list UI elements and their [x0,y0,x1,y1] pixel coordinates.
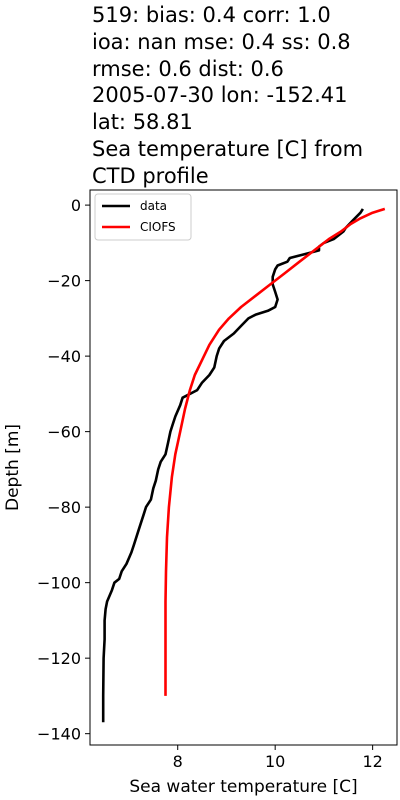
series-line-ciofs [164,207,386,696]
y-tick-label: −80 [47,498,81,517]
y-tick-label: −120 [37,649,81,668]
series-line-data [101,208,364,723]
legend: data CIOFS [94,193,192,241]
y-tick-label: 0 [71,196,81,215]
title-line: CTD profile [92,163,209,188]
chart-title: 519: bias: 0.4 corr: 1.0 ioa: nan mse: 0… [92,2,398,190]
y-tick-label: −60 [47,423,81,442]
y-axis-label: Depth [m] [3,424,23,511]
title-line: lat: 58.81 [92,110,193,135]
x-tick-label: 12 [362,752,382,771]
y-tick-label: −140 [37,725,81,744]
x-tick-label: 8 [173,752,183,771]
legend-label-ciofs: CIOFS [140,220,176,234]
title-line: 2005-07-30 lon: -152.41 [92,83,348,108]
title-line: 519: bias: 0.4 corr: 1.0 [92,3,331,27]
title-line: ioa: nan mse: 0.4 ss: 0.8 [92,29,351,54]
title-line: rmse: 0.6 dist: 0.6 [92,56,284,81]
legend-label-data: data [140,199,167,213]
title-line: Sea temperature [C] from [92,136,364,161]
y-tick-label: −20 [47,272,81,291]
x-tick-label: 10 [265,752,285,771]
y-tick-label: −40 [47,347,81,366]
y-tick-label: −100 [37,574,81,593]
plot-frame [89,189,398,746]
x-axis-label: Sea water temperature [C] [129,777,357,797]
